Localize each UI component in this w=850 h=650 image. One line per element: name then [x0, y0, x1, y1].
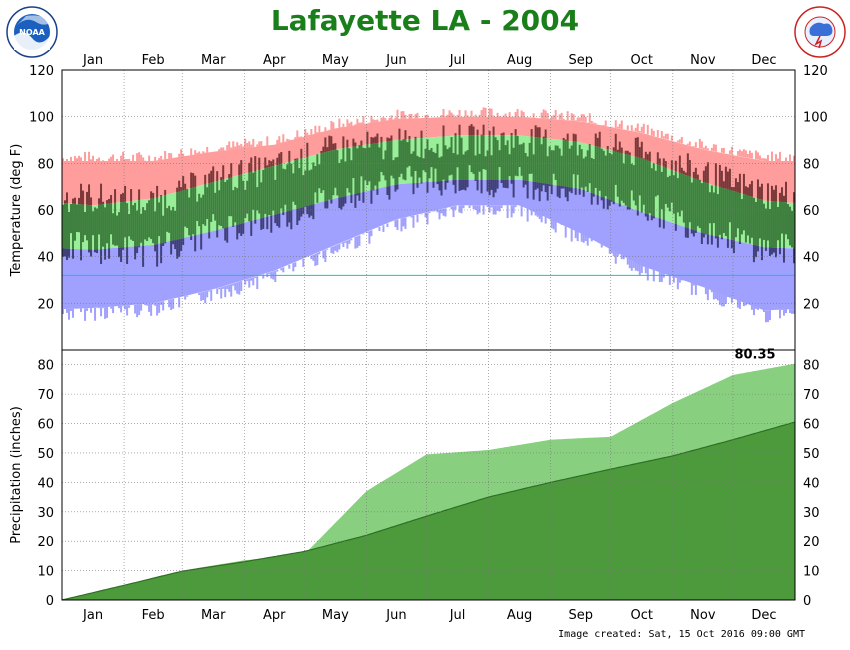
month-label-top: Aug — [507, 53, 532, 68]
temp-ytick-right: 100 — [803, 111, 828, 126]
month-label-top: Jan — [82, 53, 103, 68]
month-label-top: Mar — [201, 53, 226, 68]
normal-precip-area — [62, 422, 795, 600]
temp-ytick-left: 100 — [29, 111, 54, 126]
month-label-bottom: Apr — [263, 608, 286, 623]
precip-ytick-right: 60 — [803, 418, 820, 433]
normal-precip-line — [61, 421, 796, 601]
month-label-top: Jul — [449, 53, 466, 68]
precipitation-panel: 80.35 — [61, 348, 796, 601]
image-created-footer: Image created: Sat, 15 Oct 2016 09:00 GM… — [558, 629, 805, 640]
temp-ytick-right: 40 — [803, 251, 820, 266]
precip-ytick-right: 30 — [803, 506, 820, 521]
month-label-top: Apr — [263, 53, 286, 68]
month-label-top: Nov — [690, 53, 716, 68]
precip-ytick-left: 80 — [37, 359, 54, 374]
precip-ytick-left: 40 — [37, 476, 54, 491]
record-high-band — [62, 116, 795, 206]
record-low-band — [62, 179, 795, 311]
month-label-bottom: Feb — [142, 608, 165, 623]
temp-ytick-left: 120 — [29, 64, 54, 79]
precipitation-axis-title: Precipitation (inches) — [9, 406, 24, 544]
month-label-bottom: Nov — [690, 608, 716, 623]
temp-ytick-right: 20 — [803, 297, 820, 312]
page-title: Lafayette LA - 2004 — [270, 4, 580, 37]
precip-ytick-left: 0 — [46, 594, 54, 609]
precip-ytick-left: 10 — [37, 565, 54, 580]
temperature-axis-title: Temperature (deg F) — [9, 144, 24, 278]
month-label-bottom: Aug — [507, 608, 532, 623]
noaa-logo-text: NOAA — [19, 28, 45, 37]
precip-ytick-left: 20 — [37, 535, 54, 550]
precip-ytick-left: 50 — [37, 447, 54, 462]
precip-ytick-right: 0 — [803, 594, 811, 609]
precip-ytick-left: 30 — [37, 506, 54, 521]
month-label-bottom: Jul — [449, 608, 466, 623]
month-label-bottom: Sep — [568, 608, 593, 623]
month-label-bottom: Jan — [82, 608, 103, 623]
month-label-top: Oct — [631, 53, 653, 68]
temp-ytick-left: 80 — [37, 157, 54, 172]
precip-ytick-right: 70 — [803, 388, 820, 403]
month-label-top: May — [322, 53, 349, 68]
precip-ytick-left: 70 — [37, 388, 54, 403]
temp-ytick-right: 120 — [803, 64, 828, 79]
precip-ytick-right: 20 — [803, 535, 820, 550]
precip-total-label: 80.35 — [734, 348, 775, 363]
precip-ytick-left: 60 — [37, 418, 54, 433]
precipitation-frame — [61, 349, 796, 601]
noaa-logo: NOAA — [6, 6, 58, 62]
month-label-top: Feb — [142, 53, 165, 68]
temp-ytick-left: 40 — [37, 251, 54, 266]
month-label-bottom: Mar — [201, 608, 226, 623]
month-label-bottom: Jun — [385, 608, 406, 623]
precip-ytick-right: 80 — [803, 359, 820, 374]
chart-axes: 20 20 40 40 60 60 80 80 100 100 120 120 0 0 10 10 20 20 30… — [9, 53, 828, 623]
month-label-bottom: Dec — [751, 608, 776, 623]
temp-ytick-right: 80 — [803, 157, 820, 172]
precip-ytick-right: 10 — [803, 565, 820, 580]
temp-ytick-left: 20 — [37, 297, 54, 312]
month-label-top: Jun — [385, 53, 406, 68]
temp-ytick-right: 60 — [803, 204, 820, 219]
month-label-bottom: Oct — [631, 608, 653, 623]
month-label-bottom: May — [322, 608, 349, 623]
precip-ytick-right: 40 — [803, 476, 820, 491]
nws-logo — [794, 6, 846, 62]
month-label-top: Sep — [568, 53, 593, 68]
temp-ytick-left: 60 — [37, 204, 54, 219]
precip-ytick-right: 50 — [803, 447, 820, 462]
month-label-top: Dec — [751, 53, 776, 68]
